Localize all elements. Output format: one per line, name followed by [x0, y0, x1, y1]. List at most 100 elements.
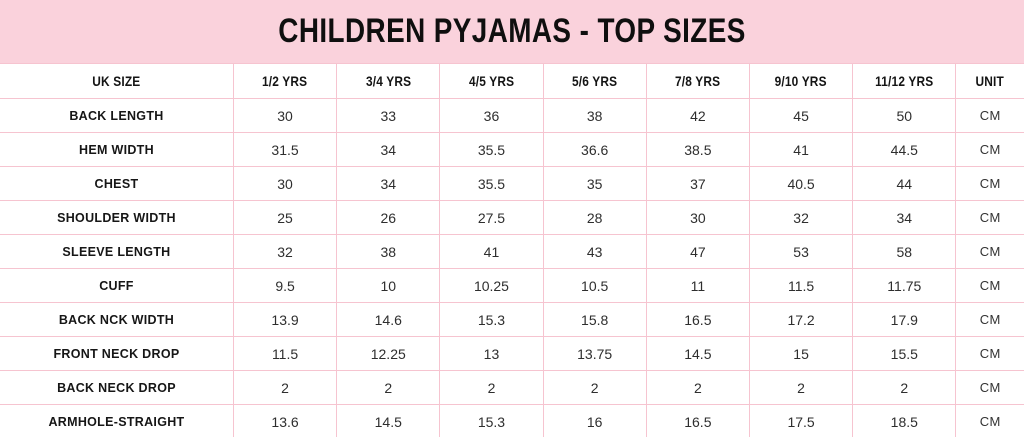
value-cell: 44 — [852, 166, 957, 201]
column-header-label: 4/5 YRS — [468, 73, 515, 89]
value-cell: 38.5 — [645, 132, 750, 167]
size-chart-header: UK SIZE 1/2 YRS 3/4 YRS 4/5 YRS 5/6 YRS 7/8 Y… — [0, 63, 1024, 99]
unit-cell: CM — [955, 166, 1024, 201]
value-cell: 13.75 — [542, 336, 647, 371]
value-cell: 2 — [852, 370, 957, 405]
unit-cell: CM — [955, 132, 1024, 167]
value-cell: 30 — [232, 98, 338, 133]
value-cell: 38 — [542, 98, 647, 133]
row-label-cell: CUFF — [0, 268, 234, 303]
size-chart-body: BACK LENGTH 30 33 36 38 42 45 50 CM HEM WIDTH 31.5… — [0, 98, 1024, 437]
column-header-4-5-yrs: 4/5 YRS — [439, 63, 544, 99]
value-cell: 2 — [232, 370, 338, 405]
value-cell: 44.5 — [852, 132, 957, 167]
value-cell: 27.5 — [439, 200, 544, 235]
value-cell: 2 — [336, 370, 441, 405]
value-cell: 43 — [542, 234, 647, 269]
value-cell: 41 — [439, 234, 544, 269]
column-header-1-2-yrs: 1/2 YRS — [232, 63, 338, 99]
unit-cell: CM — [955, 98, 1024, 133]
value-cell: 40.5 — [748, 166, 854, 201]
value-cell: 2 — [439, 370, 544, 405]
table-row: CUFF 9.5 10 10.25 10.5 11 11.5 11.75 CM — [0, 268, 1024, 303]
unit-cell: CM — [955, 200, 1024, 235]
value-cell: 13.6 — [232, 404, 338, 437]
table-row: SLEEVE LENGTH 32 38 41 43 47 53 58 CM — [0, 234, 1024, 269]
value-cell: 32 — [232, 234, 338, 269]
value-cell: 25 — [232, 200, 338, 235]
value-cell: 14.6 — [336, 302, 441, 337]
value-cell: 34 — [852, 200, 957, 235]
value-cell: 41 — [748, 132, 854, 167]
column-header-7-8-yrs: 7/8 YRS — [645, 63, 750, 99]
value-cell: 2 — [645, 370, 750, 405]
value-cell: 9.5 — [232, 268, 338, 303]
row-label-cell: BACK NECK DROP — [0, 370, 234, 405]
value-cell: 16 — [542, 404, 647, 437]
value-cell: 11.5 — [748, 268, 854, 303]
column-header-label: 5/6 YRS — [572, 73, 618, 89]
title-banner: CHILDREN PYJAMAS - TOP SIZES — [0, 0, 1024, 63]
value-cell: 13.9 — [232, 302, 338, 337]
row-label-cell: ARMHOLE-STRAIGHT — [0, 404, 234, 437]
page-title: CHILDREN PYJAMAS - TOP SIZES — [278, 12, 746, 50]
value-cell: 11.75 — [852, 268, 957, 303]
row-label-cell: CHEST — [0, 166, 234, 201]
value-cell: 2 — [748, 370, 854, 405]
unit-cell: CM — [955, 234, 1024, 269]
row-label-cell: FRONT NECK DROP — [0, 336, 234, 371]
value-cell: 16.5 — [645, 404, 750, 437]
value-cell: 34 — [336, 166, 441, 201]
column-header-11-12-yrs: 11/12 YRS — [852, 63, 957, 99]
value-cell: 15.5 — [852, 336, 957, 371]
column-header-label: UK SIZE — [92, 73, 141, 89]
row-label-cell: SHOULDER WIDTH — [0, 200, 234, 235]
value-cell: 35.5 — [439, 132, 544, 167]
value-cell: 15.3 — [439, 404, 544, 437]
table-row: ARMHOLE-STRAIGHT 13.6 14.5 15.3 16 16.5 17.5 18… — [0, 404, 1024, 437]
column-header-label: 1/2 YRS — [262, 73, 308, 89]
unit-cell: CM — [955, 336, 1024, 371]
table-row: FRONT NECK DROP 11.5 12.25 13 13.75 14.5 15 15.… — [0, 336, 1024, 371]
value-cell: 30 — [232, 166, 338, 201]
value-cell: 14.5 — [645, 336, 750, 371]
table-row: CHEST 30 34 35.5 35 37 40.5 44 CM — [0, 166, 1024, 201]
size-chart-table: UK SIZE 1/2 YRS 3/4 YRS 4/5 YRS 5/6 YRS 7/8 Y… — [0, 63, 1024, 437]
value-cell: 18.5 — [852, 404, 957, 437]
value-cell: 50 — [852, 98, 957, 133]
column-header-9-10-yrs: 9/10 YRS — [748, 63, 854, 99]
value-cell: 17.2 — [748, 302, 854, 337]
column-header-label: 3/4 YRS — [365, 73, 411, 89]
value-cell: 11.5 — [232, 336, 338, 371]
value-cell: 10.25 — [439, 268, 544, 303]
value-cell: 33 — [336, 98, 441, 133]
value-cell: 36.6 — [542, 132, 647, 167]
table-row: SHOULDER WIDTH 25 26 27.5 28 30 32 34 CM — [0, 200, 1024, 235]
column-header-label: 11/12 YRS — [875, 73, 934, 89]
value-cell: 34 — [336, 132, 441, 167]
value-cell: 2 — [542, 370, 647, 405]
column-header-5-6-yrs: 5/6 YRS — [542, 63, 647, 99]
value-cell: 31.5 — [232, 132, 338, 167]
column-header-label: UNIT — [975, 73, 1005, 89]
value-cell: 28 — [542, 200, 647, 235]
row-label-cell: BACK NCK WIDTH — [0, 302, 234, 337]
table-row: BACK NECK DROP 2 2 2 2 2 2 2 CM — [0, 370, 1024, 405]
value-cell: 53 — [748, 234, 854, 269]
value-cell: 10 — [336, 268, 441, 303]
unit-cell: CM — [955, 370, 1024, 405]
value-cell: 37 — [645, 166, 750, 201]
unit-cell: CM — [955, 268, 1024, 303]
value-cell: 13 — [439, 336, 544, 371]
column-header-unit: UNIT — [955, 63, 1024, 99]
value-cell: 15.3 — [439, 302, 544, 337]
value-cell: 17.9 — [852, 302, 957, 337]
unit-cell: CM — [955, 404, 1024, 437]
column-header-label: 7/8 YRS — [675, 73, 721, 89]
value-cell: 38 — [336, 234, 441, 269]
value-cell: 36 — [439, 98, 544, 133]
value-cell: 47 — [645, 234, 750, 269]
column-header-label: 9/10 YRS — [775, 73, 828, 89]
row-label-cell: SLEEVE LENGTH — [0, 234, 234, 269]
value-cell: 14.5 — [336, 404, 441, 437]
